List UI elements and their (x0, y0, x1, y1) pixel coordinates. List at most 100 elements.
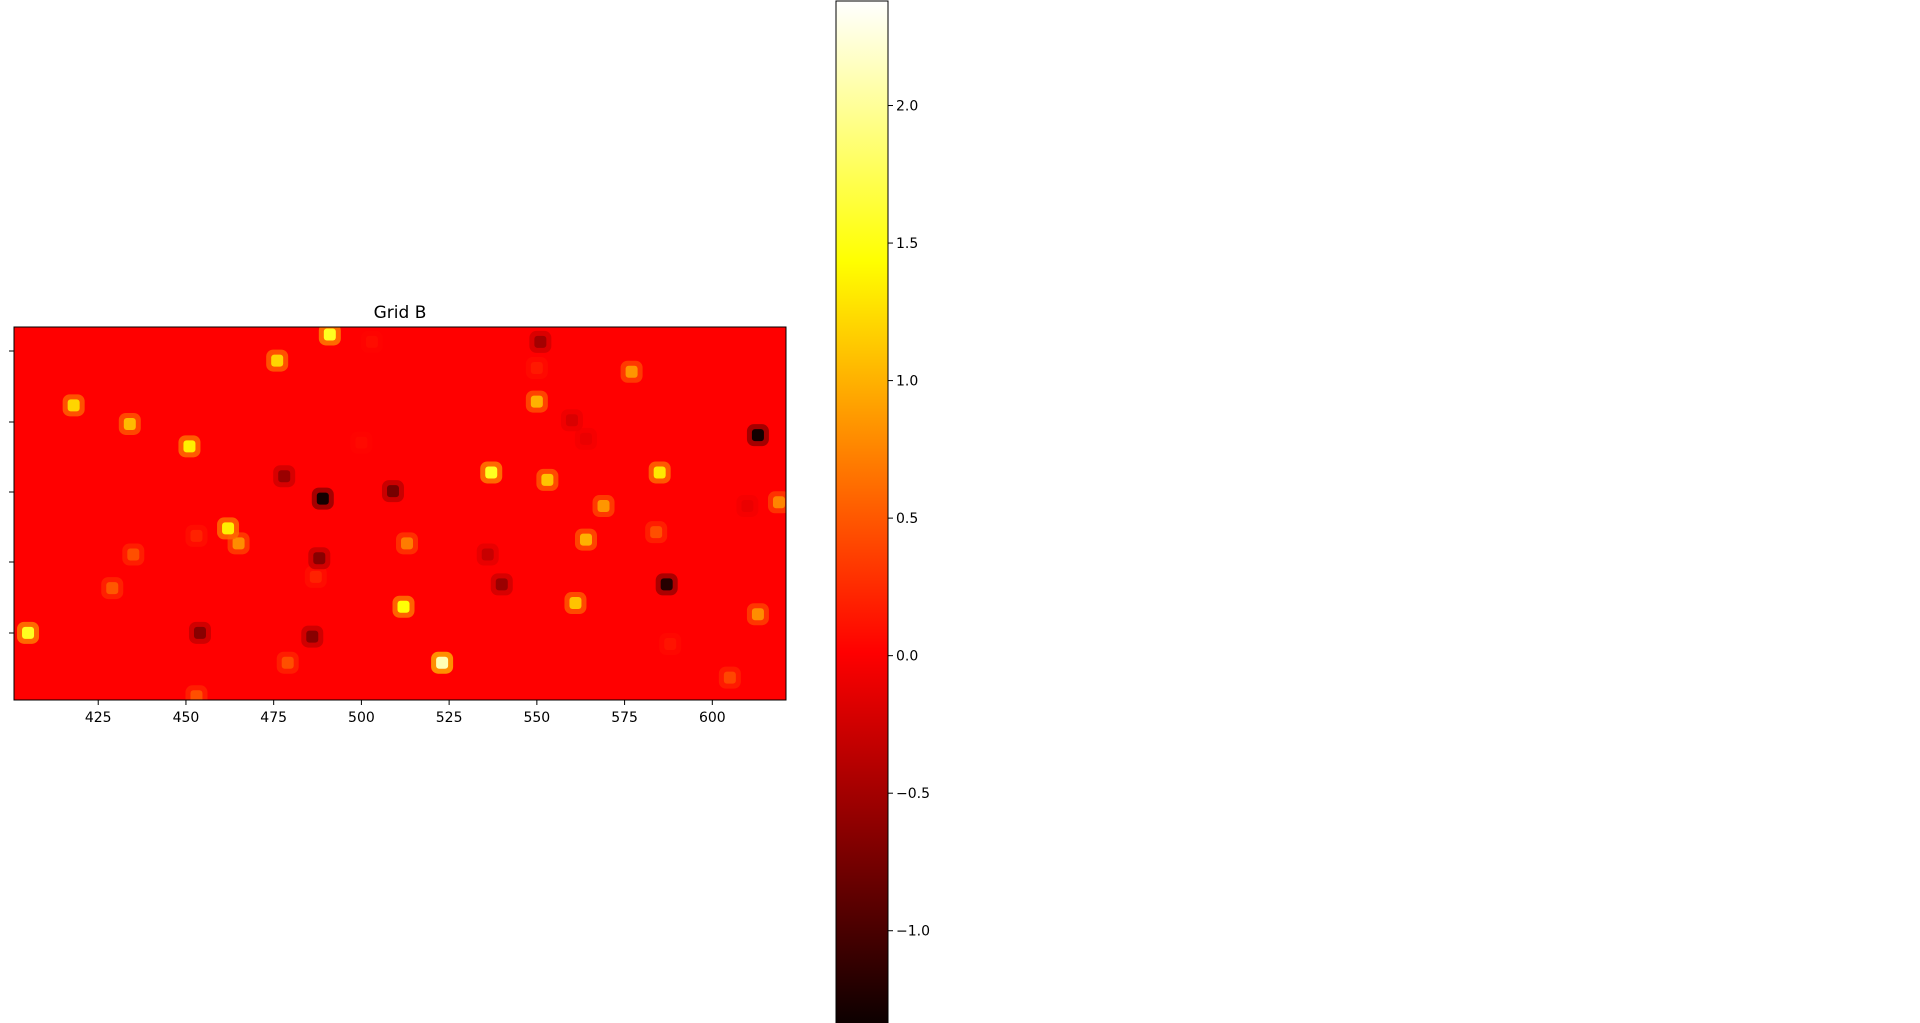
heatmap-peak (536, 468, 559, 491)
heatmap-peak-core (190, 529, 203, 542)
colorbar-gradient (835, 0, 889, 1023)
heatmap-peak-core (316, 492, 329, 505)
heatmap-peak (736, 495, 759, 518)
heatmap-peak (396, 532, 419, 555)
heatmap-peak-core (660, 578, 673, 591)
heatmap-peak (122, 543, 145, 566)
heatmap-peak (101, 577, 124, 600)
heatmap-peak-core (232, 537, 245, 550)
colorbar-tick-label: 1.0 (896, 374, 918, 390)
heatmap-peak (659, 633, 682, 656)
heatmap-peak (301, 625, 324, 648)
heatmap-peak-core (579, 533, 592, 546)
heatmap-peak (529, 330, 552, 353)
x-tick-label: 600 (699, 710, 726, 726)
heatmap-peak (188, 621, 211, 644)
heatmap-peak (392, 595, 415, 618)
heatmap-background (14, 327, 786, 700)
heatmap-peak (592, 495, 615, 518)
heatmap-peak-core (313, 552, 326, 565)
left-y-ticks (9, 350, 14, 634)
heatmap-peak (185, 685, 208, 700)
heatmap-peak (311, 487, 334, 510)
x-tick-label: 575 (611, 710, 638, 726)
heatmap-peak (620, 360, 643, 383)
colorbar-tick-label: 2.0 (896, 99, 918, 115)
heatmap-peak (476, 543, 499, 566)
heatmap-peak-core (650, 526, 663, 539)
heatmap-peak (431, 651, 454, 674)
heatmap-peak (62, 394, 85, 417)
heatmap-peak (273, 465, 296, 488)
heatmap-peak (480, 461, 503, 484)
heatmap-peak (118, 412, 141, 435)
heatmap-peak (767, 491, 786, 514)
heatmap-peak (718, 666, 741, 689)
heatmap-peak (574, 528, 597, 551)
heatmap-peak-core (481, 548, 494, 561)
heatmap-peak-core (386, 485, 399, 498)
heatmap-peak (308, 547, 331, 570)
heatmap-peak-core (530, 395, 543, 408)
heatmap-peak (490, 573, 513, 596)
heatmap-peak-core (741, 500, 754, 513)
heatmap-peak-core (625, 365, 638, 378)
colorbar-tick-label: 1.5 (896, 236, 918, 252)
heatmap-peak-core (22, 626, 35, 639)
heatmap-peak (525, 357, 548, 380)
heatmap-peak (381, 480, 404, 503)
heatmap-peak (564, 592, 587, 615)
colorbar-ticks: 2.0 1.5 1.0 0.5 0.0 −0.5 −1.0 (888, 99, 930, 940)
heatmap-peak-core (436, 656, 449, 669)
heatmap-peak (648, 461, 671, 484)
plot-frame (13, 326, 787, 701)
colorbar-tick-label: 0.5 (896, 511, 918, 527)
heatmap-peak-core (579, 432, 592, 445)
heatmap-peak-core (355, 436, 368, 449)
heatmap-peak-core (222, 522, 235, 535)
heatmap-peak (318, 327, 341, 346)
colorbar: 2.0 1.5 1.0 0.5 0.0 −0.5 −1.0 (835, 0, 930, 1023)
heatmap-peak-core (67, 399, 80, 412)
colorbar-tick-label: −1.0 (896, 924, 930, 940)
heatmap-peak-core (751, 429, 764, 442)
heatmap-peak-core (106, 582, 119, 595)
heatmap-plot-area (13, 326, 787, 701)
heatmap-peak (185, 524, 208, 547)
heatmap-peak-core (127, 548, 140, 561)
chart-title: Grid B (374, 303, 427, 323)
heatmap-peak (17, 621, 40, 644)
heatmap-peak (645, 521, 668, 544)
heatmap-peak-core (723, 671, 736, 684)
heatmap-peak-core (541, 473, 554, 486)
x-axis: 425 450 475 500 525 550 575 600 (85, 700, 726, 726)
heatmap-peak (574, 427, 597, 450)
colorbar-tick-label: −0.5 (896, 786, 930, 802)
heatmap-peak-core (485, 466, 498, 479)
heatmap-peak-core (281, 656, 294, 669)
heatmap-peak (178, 435, 201, 458)
x-tick-label: 550 (523, 710, 550, 726)
heatmap-peak-core (664, 638, 677, 651)
heatmap-peak-core (597, 500, 610, 513)
heatmap-peak (276, 651, 299, 674)
heatmap-peak (560, 409, 583, 432)
heatmap-peak-core (495, 578, 508, 591)
heatmap-peak (360, 330, 383, 353)
x-tick-label: 450 (173, 710, 200, 726)
heatmap-peak-core (397, 600, 410, 613)
heatmap-peak-core (306, 630, 319, 643)
heatmap-peak (746, 424, 769, 447)
heatmap-peak-core (193, 626, 206, 639)
heatmap-peak-core (190, 690, 203, 700)
heatmap-peak (217, 517, 240, 540)
heatmap-peak (304, 565, 327, 588)
x-tick-label: 525 (436, 710, 463, 726)
heatmap-peak-core (565, 414, 578, 427)
heatmap-peak-core (772, 496, 785, 509)
heatmap-peak-core (183, 440, 196, 453)
heatmap-peak (525, 390, 548, 413)
heatmap-peak-core (323, 328, 336, 341)
heatmap-peak-core (365, 335, 378, 348)
x-tick-label: 425 (85, 710, 112, 726)
